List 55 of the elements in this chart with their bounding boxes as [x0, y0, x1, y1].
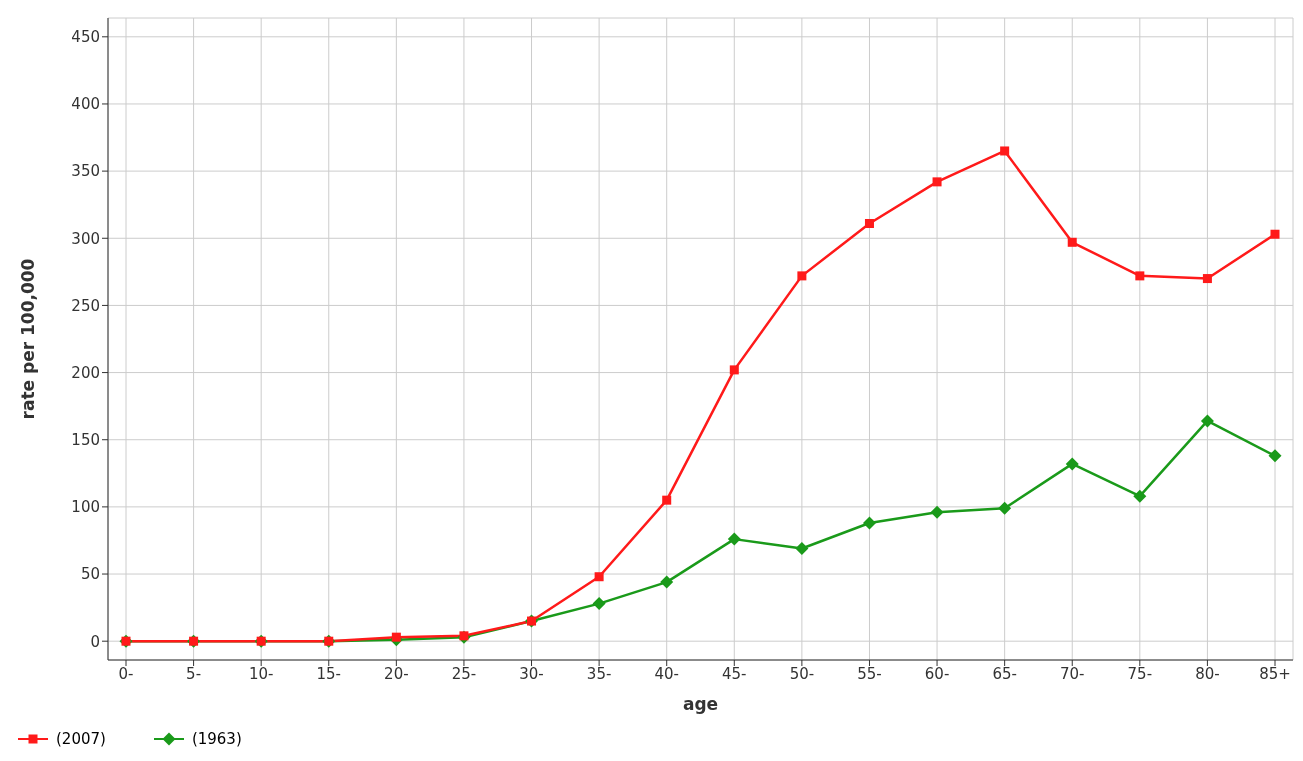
x-tick-label: 30-	[519, 664, 544, 683]
point	[727, 532, 741, 546]
x-tick-label: 20-	[384, 664, 409, 683]
y-tick-label: 50	[80, 565, 100, 584]
legend-label: (1963)	[191, 730, 242, 748]
point	[660, 575, 674, 589]
point	[932, 177, 942, 187]
point	[1067, 237, 1077, 247]
point	[1200, 414, 1214, 428]
x-tick-label: 35-	[586, 664, 612, 683]
y-tick-label: 150	[71, 431, 100, 450]
x-tick-label: 50-	[789, 664, 815, 683]
x-tick-label: 85+	[1259, 664, 1291, 683]
point	[795, 542, 809, 556]
x-tick-label: 0-	[118, 664, 134, 683]
point	[594, 572, 604, 582]
point	[1000, 146, 1010, 156]
point	[729, 365, 739, 375]
point	[1135, 271, 1145, 281]
y-tick-label: 350	[71, 162, 100, 181]
x-tick-label: 15-	[316, 664, 342, 683]
y-tick-label: 100	[71, 498, 100, 517]
y-tick-label: 0	[90, 632, 100, 651]
x-tick-label: 25-	[451, 664, 477, 683]
legend-label: (2007)	[56, 730, 106, 748]
point	[1270, 229, 1280, 239]
x-tick-label: 10-	[248, 664, 274, 683]
x-tick-label: 40-	[654, 664, 679, 683]
point	[1133, 489, 1147, 503]
x-tick-label: 5-	[186, 664, 202, 683]
point	[1202, 274, 1212, 284]
y-tick-label: 200	[71, 363, 100, 382]
point	[864, 218, 874, 228]
y-tick-label: 450	[71, 28, 100, 47]
x-tick-label: 75-	[1127, 664, 1153, 683]
x-tick-label: 45-	[722, 664, 747, 683]
point	[862, 516, 876, 530]
x-axis-title: age	[682, 694, 719, 714]
point	[930, 505, 944, 519]
x-tick-label: 55-	[857, 664, 882, 683]
x-tick-label: 65-	[992, 664, 1017, 683]
x-tick-label: 80-	[1195, 664, 1220, 683]
x-tick-label: 70-	[1059, 664, 1085, 683]
point	[1268, 449, 1282, 463]
point	[1065, 457, 1079, 471]
point	[592, 597, 606, 611]
y-tick-label: 400	[71, 95, 100, 114]
point	[797, 271, 807, 281]
point	[998, 501, 1012, 515]
y-tick-label: 300	[71, 229, 100, 248]
point	[391, 632, 401, 642]
x-tick-label: 60-	[924, 664, 950, 683]
y-axis-title: rate per 100,000	[18, 258, 39, 420]
y-tick-label: 250	[71, 296, 100, 315]
point	[662, 495, 672, 505]
